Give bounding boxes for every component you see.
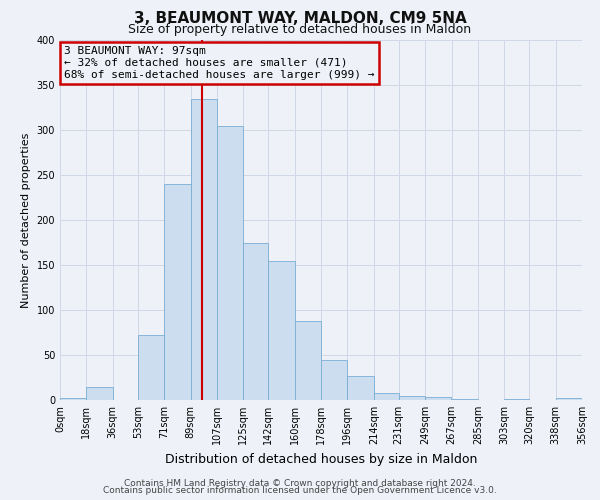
Bar	[452, 399, 478, 400]
Bar	[138, 335, 164, 400]
Bar	[504, 399, 529, 400]
Bar	[556, 398, 582, 400]
Bar	[217, 126, 243, 400]
Bar	[243, 242, 268, 400]
Text: 3 BEAUMONT WAY: 97sqm
← 32% of detached houses are smaller (471)
68% of semi-det: 3 BEAUMONT WAY: 97sqm ← 32% of detached …	[64, 46, 375, 80]
Bar	[399, 396, 425, 400]
Bar	[374, 393, 399, 400]
Bar	[268, 260, 295, 400]
Bar	[164, 184, 191, 400]
Bar	[295, 321, 321, 400]
Bar	[86, 386, 113, 400]
Bar	[321, 360, 347, 400]
Bar	[60, 398, 86, 400]
Y-axis label: Number of detached properties: Number of detached properties	[21, 132, 31, 308]
Text: Contains HM Land Registry data © Crown copyright and database right 2024.: Contains HM Land Registry data © Crown c…	[124, 478, 476, 488]
Text: Contains public sector information licensed under the Open Government Licence v3: Contains public sector information licen…	[103, 486, 497, 495]
Text: 3, BEAUMONT WAY, MALDON, CM9 5NA: 3, BEAUMONT WAY, MALDON, CM9 5NA	[134, 11, 466, 26]
Text: Size of property relative to detached houses in Maldon: Size of property relative to detached ho…	[128, 22, 472, 36]
Bar	[191, 98, 217, 400]
Bar	[347, 376, 374, 400]
X-axis label: Distribution of detached houses by size in Maldon: Distribution of detached houses by size …	[165, 452, 477, 466]
Bar	[425, 398, 451, 400]
